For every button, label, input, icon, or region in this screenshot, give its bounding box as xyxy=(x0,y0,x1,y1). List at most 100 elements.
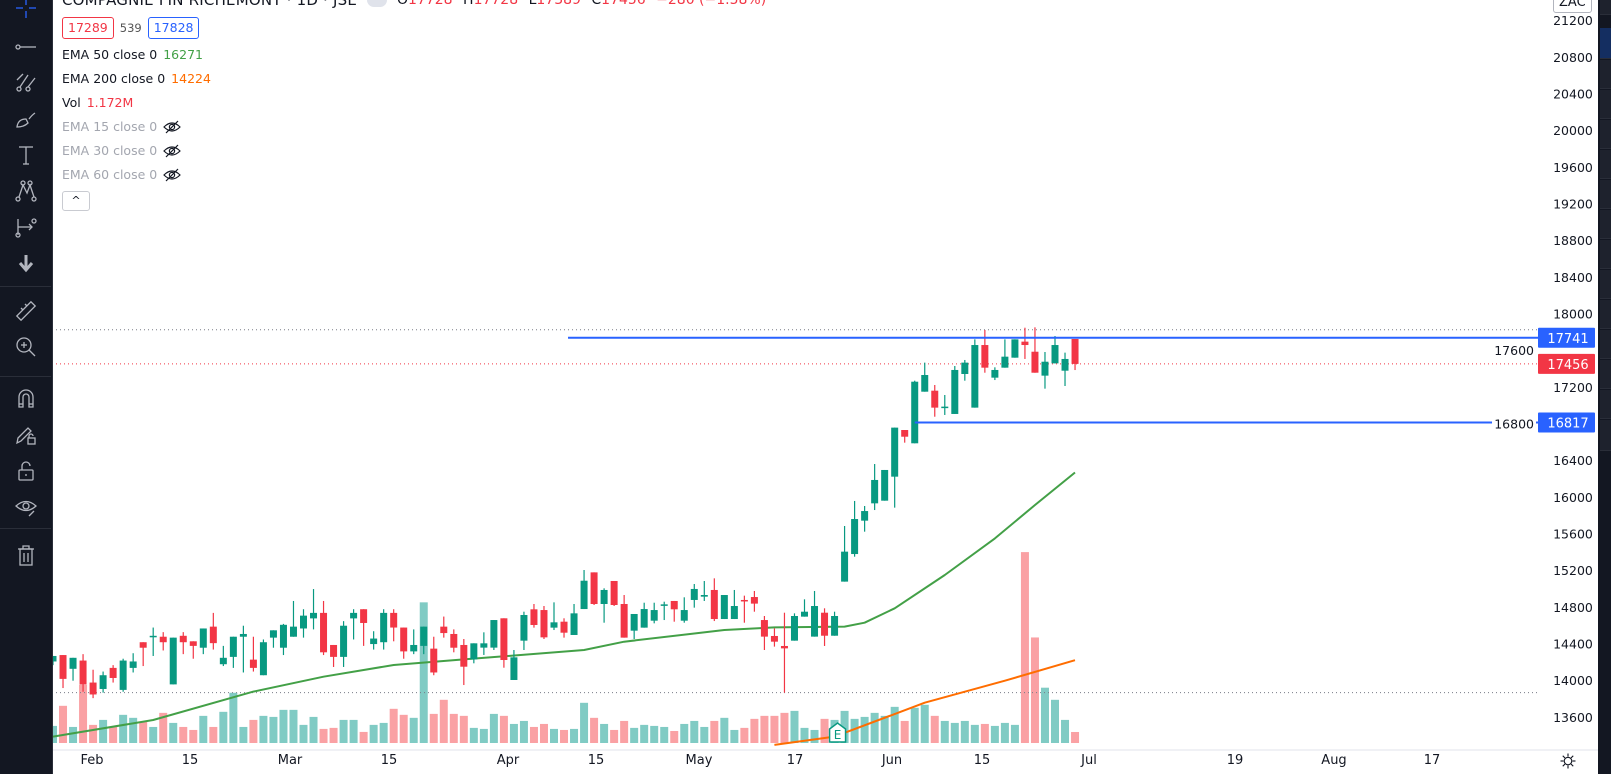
candle-body xyxy=(670,600,678,610)
volume-bar xyxy=(179,726,188,743)
crosshair-tool[interactable] xyxy=(9,0,43,23)
volume-bar xyxy=(630,727,639,743)
volume-bar xyxy=(419,602,428,743)
eye-hidden-icon[interactable] xyxy=(163,120,182,134)
price-tick-label: 17600 xyxy=(1494,343,1534,358)
candle xyxy=(901,430,909,443)
indicator-row[interactable]: EMA 15 close 0 xyxy=(62,115,772,139)
candle-body xyxy=(801,611,808,617)
volume-bar xyxy=(389,708,398,743)
eye-tool[interactable] xyxy=(9,492,43,522)
magnet-tool[interactable] xyxy=(9,384,43,414)
time-tick-label: May xyxy=(686,753,713,768)
candle-body xyxy=(911,381,919,444)
candle-body xyxy=(330,644,338,657)
candle xyxy=(169,637,177,685)
price-tick-label: 19600 xyxy=(1553,160,1593,175)
volume-bar xyxy=(319,728,328,743)
candle xyxy=(259,639,267,676)
lock-drawing-tool[interactable] xyxy=(9,420,43,450)
candle-body xyxy=(79,660,87,685)
ruler-tool[interactable] xyxy=(9,296,43,326)
candle-body xyxy=(149,635,157,638)
collapse-legend-button[interactable]: ^ xyxy=(62,191,90,211)
arrow-down-icon xyxy=(18,255,34,273)
pattern-tool[interactable] xyxy=(9,176,43,206)
candle-body xyxy=(89,682,97,695)
indicator-value: 14224 xyxy=(171,71,211,86)
trash-icon xyxy=(18,545,34,566)
buy-button[interactable]: 17828 xyxy=(147,17,200,39)
candle-body xyxy=(560,621,568,633)
eye-hidden-icon[interactable] xyxy=(163,144,182,158)
candle xyxy=(269,630,277,648)
ema200-line xyxy=(774,659,1076,746)
candle xyxy=(881,469,889,501)
trash-tool[interactable] xyxy=(9,540,43,570)
candle xyxy=(951,366,959,414)
candle xyxy=(279,623,287,656)
price-label-box xyxy=(1538,353,1595,374)
candle xyxy=(550,602,558,631)
toolbar-divider xyxy=(0,376,51,377)
candle-body xyxy=(740,599,748,602)
candle-body xyxy=(690,588,698,600)
volume-bar xyxy=(269,716,278,743)
indicator-row[interactable]: EMA 200 close 0 14224 xyxy=(62,67,772,91)
toolbar-divider xyxy=(0,528,51,529)
market-status-icon[interactable] xyxy=(367,0,387,7)
lock-tool[interactable] xyxy=(9,456,43,486)
indicator-name: EMA 15 close 0 xyxy=(62,119,158,134)
price-label-text: 16817 xyxy=(1547,416,1588,431)
time-tick-label: Jun xyxy=(881,753,902,768)
brush-tool[interactable] xyxy=(9,104,43,134)
volume-bar xyxy=(409,717,418,743)
symbol-title[interactable]: COMPAGNIE FIN RICHEMONT · 1D · JSE xyxy=(62,0,357,9)
zoom-in-tool[interactable] xyxy=(9,332,43,362)
candle xyxy=(1021,327,1029,359)
volume-bar xyxy=(89,724,98,743)
candle-body xyxy=(460,644,468,667)
candle-body xyxy=(350,612,358,619)
volume-bar xyxy=(860,716,869,743)
candle xyxy=(851,500,859,557)
volume-bar xyxy=(169,722,178,743)
trend-line-tool[interactable] xyxy=(9,32,43,62)
sell-button[interactable]: 17289 xyxy=(62,17,114,39)
volume-bar xyxy=(950,722,959,743)
candle xyxy=(640,602,648,628)
indicator-row[interactable]: Vol 1.172M xyxy=(62,91,772,115)
price-tick-label: 20400 xyxy=(1553,87,1593,102)
candle-body xyxy=(530,609,538,625)
time-tick-label: 15 xyxy=(182,753,199,768)
volume-bar xyxy=(379,722,388,743)
measure-tool[interactable] xyxy=(9,212,43,242)
candle xyxy=(149,627,157,656)
candle-body xyxy=(961,362,969,374)
chart-settings-gear-icon[interactable] xyxy=(1559,752,1577,770)
price-tick-label: 13600 xyxy=(1553,710,1593,725)
indicator-row[interactable]: EMA 50 close 0 16271 xyxy=(62,43,772,67)
candle xyxy=(400,627,408,659)
candle-body xyxy=(370,638,378,645)
indicator-row[interactable]: EMA 60 close 0 xyxy=(62,163,772,187)
arrow-down-tool[interactable] xyxy=(9,248,43,278)
price-tick-label: 15600 xyxy=(1553,527,1593,542)
candle xyxy=(770,628,778,647)
text-tool[interactable] xyxy=(9,140,43,170)
candle xyxy=(460,639,468,686)
candle xyxy=(159,632,167,651)
volume-bar xyxy=(1061,719,1070,743)
volume-bar xyxy=(369,724,378,743)
change-value: −280 (−1.58%) xyxy=(656,0,767,8)
candle xyxy=(209,612,217,650)
eye-hidden-icon[interactable] xyxy=(163,168,182,182)
candle-body xyxy=(400,627,408,652)
currency-label[interactable]: ZAC xyxy=(1553,0,1592,13)
indicator-row[interactable]: EMA 30 close 0 xyxy=(62,139,772,163)
volume-bar xyxy=(119,714,128,743)
fib-tool[interactable] xyxy=(9,68,43,98)
candle xyxy=(330,644,338,667)
candle xyxy=(199,628,207,655)
